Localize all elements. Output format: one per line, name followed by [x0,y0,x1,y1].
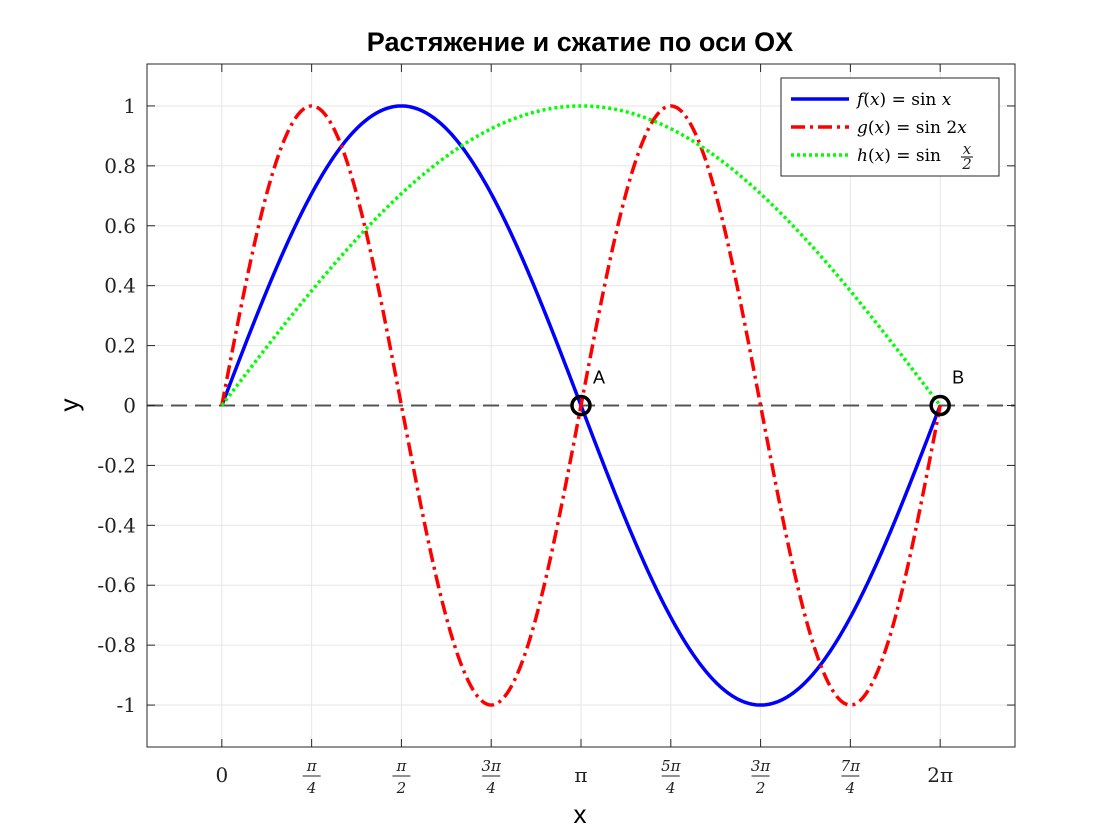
legend-entry-label: h(x) = sin [857,146,941,166]
x-tick-label: π [574,763,587,787]
plot-series [220,104,942,707]
legend-entry-label: g(x) = sin 2x [857,118,967,138]
y-axis-label: y [54,399,84,412]
x-tick-label-denominator: 2 [755,779,766,797]
chart-title: Растяжение и сжатие по оси OX [367,27,793,57]
y-tick-label: -0.8 [97,633,136,657]
legend-fraction-denominator: 2 [961,155,972,173]
annotation-label-b: B [952,368,964,388]
y-ticks: 1 0.8 0.6 0.4 0.2 0 -0.2 -0.4 -0.6 -0.8 -1 [97,94,1015,717]
y-tick-label: 0 [123,394,136,418]
x-ticks: 0 π 4 π 2 3π 4 π 5π 4 3π 2 7π 4 2π [215,64,953,797]
y-tick-label: 0.6 [104,214,136,238]
series-h-sin-x-half [220,104,942,407]
x-tick-label-numerator: 7π [841,757,862,775]
y-tick-label: 0.4 [104,274,136,298]
y-tick-label: -0.6 [97,573,136,597]
x-axis-label: x [574,799,587,829]
x-tick-label-denominator: 4 [665,779,676,797]
x-tick-label-denominator: 4 [306,779,317,797]
legend-entry-label: f(x) = sin x [855,90,952,110]
x-tick-label: 0 [215,763,228,787]
legend-box [780,77,1000,177]
y-tick-label: -0.4 [97,513,136,537]
annotation-point-b [929,394,951,417]
legend: f(x) = sin x g(x) = sin 2x h(x) = sin x2 [780,77,1000,177]
x-tick-label-numerator: 3π [751,757,772,775]
y-tick-label: -1 [117,693,136,717]
grid [147,64,1015,747]
y-tick-label: -0.2 [97,453,136,477]
annotation-point-a [570,394,592,417]
x-tick-label-numerator: π [306,757,318,775]
annotation-label-a: A [593,368,605,388]
x-tick-label-numerator: 5π [661,757,682,775]
x-tick-label-numerator: 3π [482,757,503,775]
x-tick-label-denominator: 2 [396,779,407,797]
y-tick-label: 0.2 [104,334,136,358]
y-tick-label: 1 [123,94,136,118]
x-tick-label-denominator: 4 [845,779,856,797]
legend-fraction-numerator: x [963,140,972,158]
x-tick-label-numerator: π [395,757,407,775]
y-tick-label: 0.8 [104,154,136,178]
x-tick-label-denominator: 4 [485,779,496,797]
series-g-sin-2x [220,104,942,707]
x-tick-label: 2π [927,763,953,787]
